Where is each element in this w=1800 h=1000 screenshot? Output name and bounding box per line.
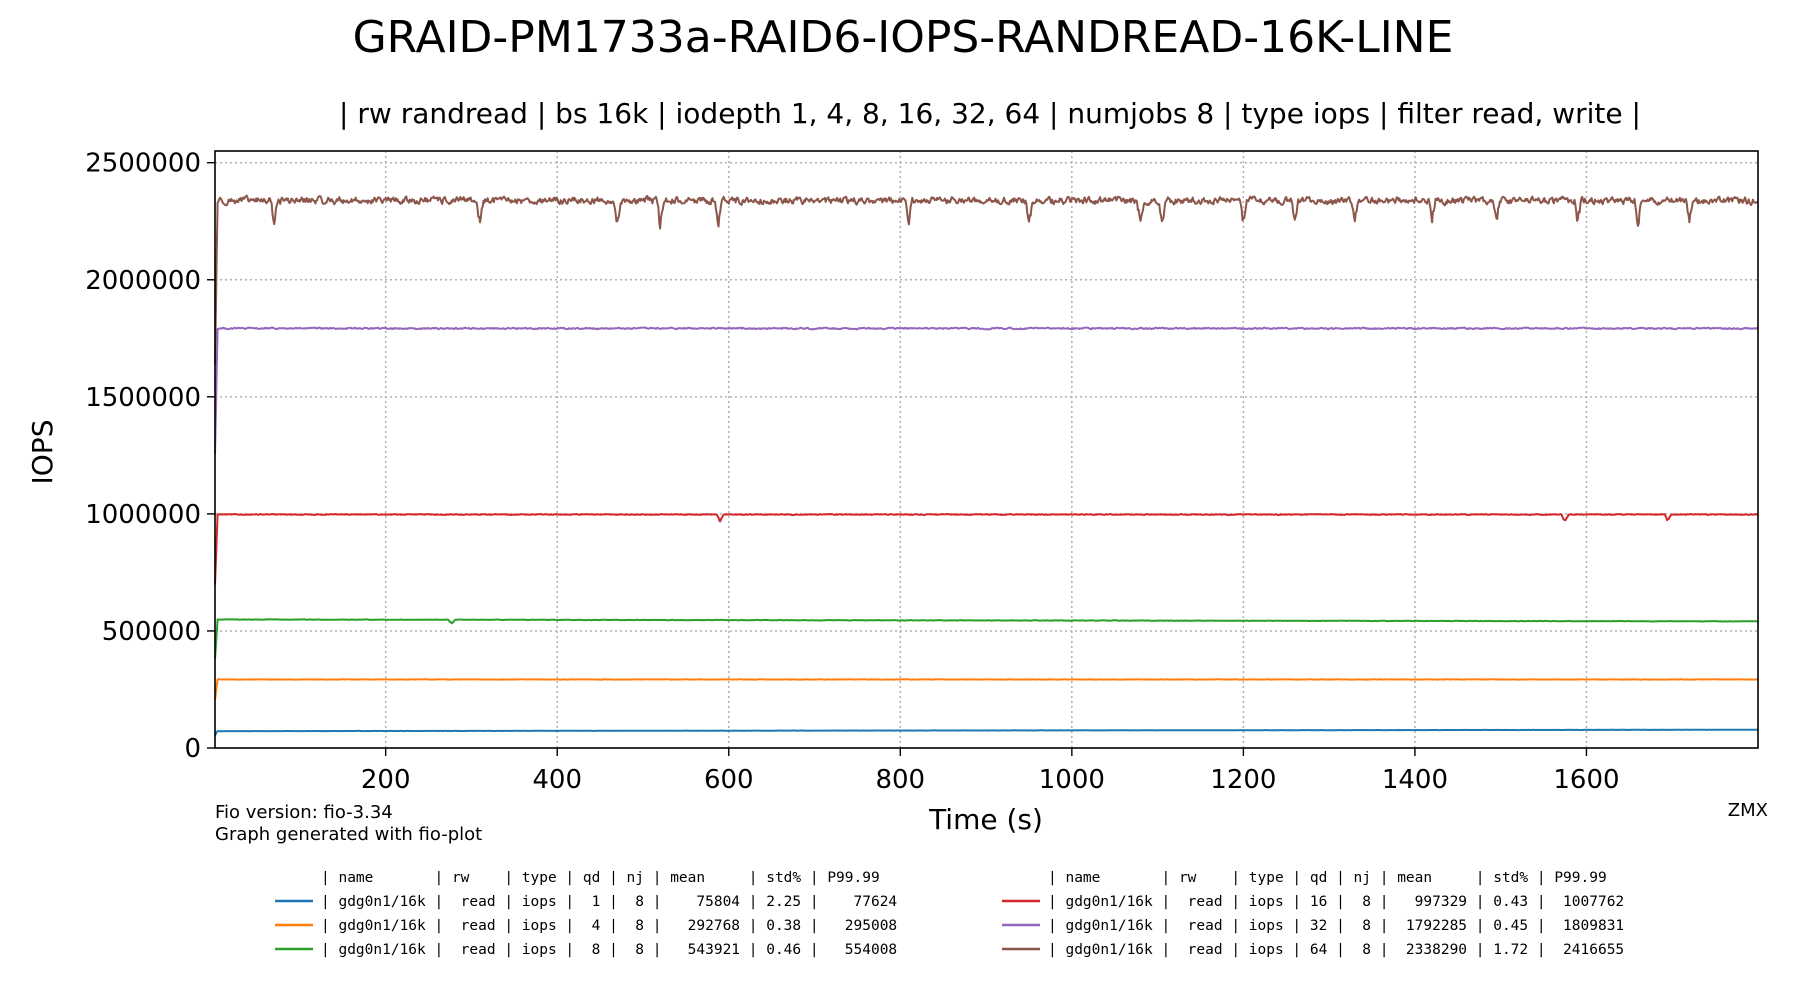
legend-entry: | gdg0n1/16k | read | iops | 64 | 8 | 23… — [1048, 942, 1624, 958]
x-tick-label: 800 — [875, 765, 925, 795]
y-tick-label: 2000000 — [85, 266, 201, 296]
legend-entry: | gdg0n1/16k | read | iops | 32 | 8 | 17… — [1048, 918, 1624, 934]
x-tick-label: 1200 — [1210, 765, 1276, 795]
plot-frame — [214, 150, 1759, 749]
grid — [215, 151, 1758, 748]
y-axis-ticks: 0 500000 1000000 1500000 2000000 2500000 — [85, 149, 215, 764]
x-axis-ticks: 200 400 600 800 1000 1200 1400 1600 — [361, 748, 1620, 795]
x-tick-label: 400 — [532, 765, 582, 795]
legend-entry: | gdg0n1/16k | read | iops | 16 | 8 | 99… — [1048, 894, 1624, 910]
legend-header-right: | name | rw | type | qd | nj | mean | st… — [1048, 870, 1607, 886]
series-line — [214, 728, 1759, 737]
legend-header-left: | name | rw | type | qd | nj | mean | st… — [321, 870, 880, 886]
x-tick-label: 1400 — [1382, 765, 1448, 795]
y-tick-label: 1500000 — [85, 383, 201, 413]
x-tick-label: 200 — [361, 765, 411, 795]
y-tick-label: 500000 — [102, 617, 201, 647]
series-line — [214, 326, 1759, 455]
fio-version-note: Fio version: fio-3.34 — [215, 802, 393, 823]
x-axis-label: Time (s) — [928, 803, 1043, 836]
watermark: ZMX — [1728, 800, 1768, 821]
y-tick-label: 1000000 — [85, 500, 201, 530]
x-tick-label: 1000 — [1039, 765, 1105, 795]
y-tick-label: 2500000 — [85, 149, 201, 179]
legend-entry: | gdg0n1/16k | read | iops | 1 | 8 | 758… — [321, 894, 897, 910]
legend-entry: | gdg0n1/16k | read | iops | 4 | 8 | 292… — [321, 918, 897, 934]
chart-title: GRAID-PM1733a-RAID6-IOPS-RANDREAD-16K-LI… — [353, 12, 1454, 63]
series-line — [214, 678, 1759, 701]
legend-entry: | gdg0n1/16k | read | iops | 8 | 8 | 543… — [321, 942, 897, 958]
x-tick-label: 1600 — [1553, 765, 1619, 795]
series-line — [214, 194, 1759, 365]
y-tick-label: 0 — [184, 734, 201, 764]
fio-plot-note: Graph generated with fio-plot — [215, 824, 482, 845]
y-axis-label: IOPS — [26, 420, 59, 485]
series-line — [214, 513, 1759, 585]
series-lines — [214, 194, 1759, 737]
legend: | name | rw | type | qd | nj | mean | st… — [275, 870, 1624, 958]
x-tick-label: 600 — [704, 765, 754, 795]
chart-subtitle: | rw randread | bs 16k | iodepth 1, 4, 8… — [339, 97, 1641, 130]
series-line — [214, 618, 1759, 659]
